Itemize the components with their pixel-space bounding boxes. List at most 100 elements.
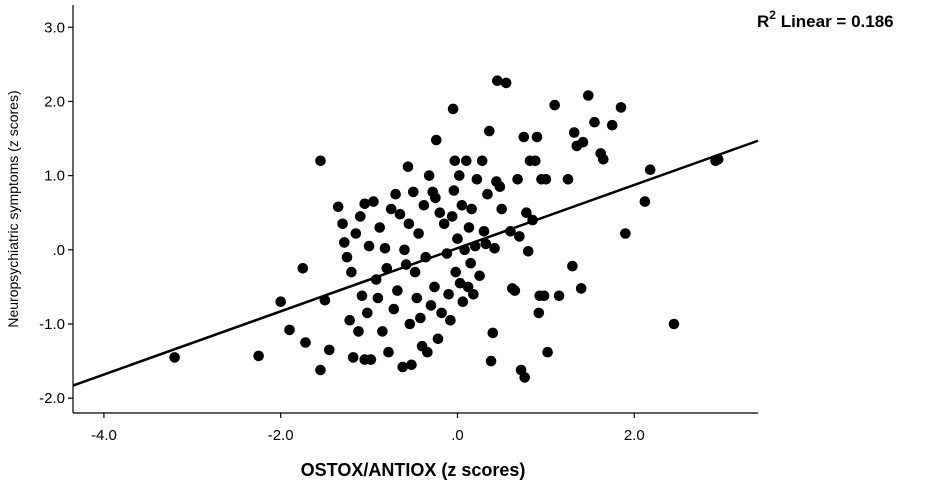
data-point xyxy=(425,300,437,311)
data-point xyxy=(454,277,466,289)
y-tick-label: -2.0 xyxy=(39,390,65,407)
data-point xyxy=(390,188,401,200)
data-point xyxy=(394,208,406,220)
data-point xyxy=(542,346,553,358)
data-point xyxy=(332,201,344,213)
r-squared-text: Linear = 0.186 xyxy=(776,12,894,31)
data-point xyxy=(315,364,326,376)
r-squared-prefix: R xyxy=(757,12,769,31)
data-point xyxy=(500,77,512,89)
y-axis-label: Neuropsychiatric symptoms (z scores) xyxy=(5,90,21,327)
data-points xyxy=(169,75,724,383)
data-point xyxy=(356,290,368,302)
data-point xyxy=(456,200,468,211)
data-point xyxy=(388,303,400,315)
data-point xyxy=(462,281,474,293)
data-point xyxy=(415,312,426,324)
data-point xyxy=(372,292,384,304)
x-tick-label: 2.0 xyxy=(624,427,645,444)
r-squared-annotation: R2 Linear = 0.186 xyxy=(757,8,894,31)
data-point xyxy=(359,198,371,210)
y-tick-label: 2.0 xyxy=(44,93,65,110)
data-point xyxy=(337,218,348,230)
data-point xyxy=(509,285,521,296)
data-point xyxy=(344,315,356,326)
data-point xyxy=(522,246,534,257)
data-point xyxy=(489,243,500,254)
data-point xyxy=(385,203,397,215)
data-point xyxy=(514,231,525,242)
data-point xyxy=(496,203,508,215)
data-point xyxy=(447,103,459,115)
data-point xyxy=(404,318,416,330)
data-point xyxy=(432,333,444,345)
data-point xyxy=(562,174,574,185)
data-point xyxy=(583,90,594,101)
data-point xyxy=(413,228,424,239)
data-point xyxy=(487,327,499,339)
data-point xyxy=(474,270,485,282)
x-axis-label: OSTOX/ANTIOX (z scores) xyxy=(301,460,526,480)
data-point xyxy=(538,290,550,302)
data-point xyxy=(339,237,350,248)
data-point xyxy=(347,352,359,363)
data-point xyxy=(448,185,460,196)
r-squared-superscript: 2 xyxy=(769,8,776,22)
data-point xyxy=(454,170,465,181)
data-point xyxy=(466,203,477,215)
data-point xyxy=(300,337,311,348)
data-point xyxy=(668,318,680,330)
data-point xyxy=(399,244,410,256)
data-point xyxy=(639,196,651,207)
y-tick-label: 3.0 xyxy=(44,19,65,36)
data-point xyxy=(521,207,532,218)
data-point xyxy=(553,290,565,302)
data-point xyxy=(482,188,493,200)
data-point xyxy=(567,260,578,272)
data-point xyxy=(531,131,543,143)
data-point xyxy=(418,200,430,211)
data-point xyxy=(468,289,479,300)
data-point xyxy=(363,240,375,252)
y-ticks: 3.0 2.0 1.0 .0 -1.0 -2.0 xyxy=(39,19,73,407)
data-point xyxy=(438,218,450,230)
data-point xyxy=(620,228,631,239)
data-point xyxy=(445,315,456,326)
data-point xyxy=(568,127,580,138)
data-point xyxy=(480,238,492,250)
data-point xyxy=(377,326,388,337)
data-point xyxy=(494,181,506,192)
fit-line xyxy=(72,139,759,387)
data-point xyxy=(379,243,391,254)
data-point xyxy=(644,164,656,175)
data-point xyxy=(540,174,552,185)
data-point xyxy=(457,296,469,308)
data-point xyxy=(589,116,600,128)
data-point xyxy=(362,307,373,319)
data-point xyxy=(518,131,530,143)
data-point xyxy=(449,155,461,167)
data-point xyxy=(284,324,295,336)
data-point xyxy=(402,161,414,172)
axes xyxy=(72,5,758,414)
data-point xyxy=(446,211,458,222)
data-point xyxy=(461,155,472,167)
data-point xyxy=(478,226,490,237)
data-point xyxy=(397,361,409,373)
data-point xyxy=(406,359,417,371)
data-point xyxy=(434,207,446,218)
data-point xyxy=(422,346,433,358)
data-point xyxy=(615,102,627,113)
y-tick-label: -1.0 xyxy=(39,316,65,333)
data-point xyxy=(484,125,495,137)
data-point xyxy=(476,155,488,167)
data-point xyxy=(169,352,180,363)
data-point xyxy=(381,263,393,274)
data-point xyxy=(452,233,463,244)
data-point xyxy=(403,218,415,230)
data-point xyxy=(549,99,560,111)
data-point xyxy=(471,174,483,185)
data-point xyxy=(353,326,364,337)
data-point xyxy=(365,354,377,365)
